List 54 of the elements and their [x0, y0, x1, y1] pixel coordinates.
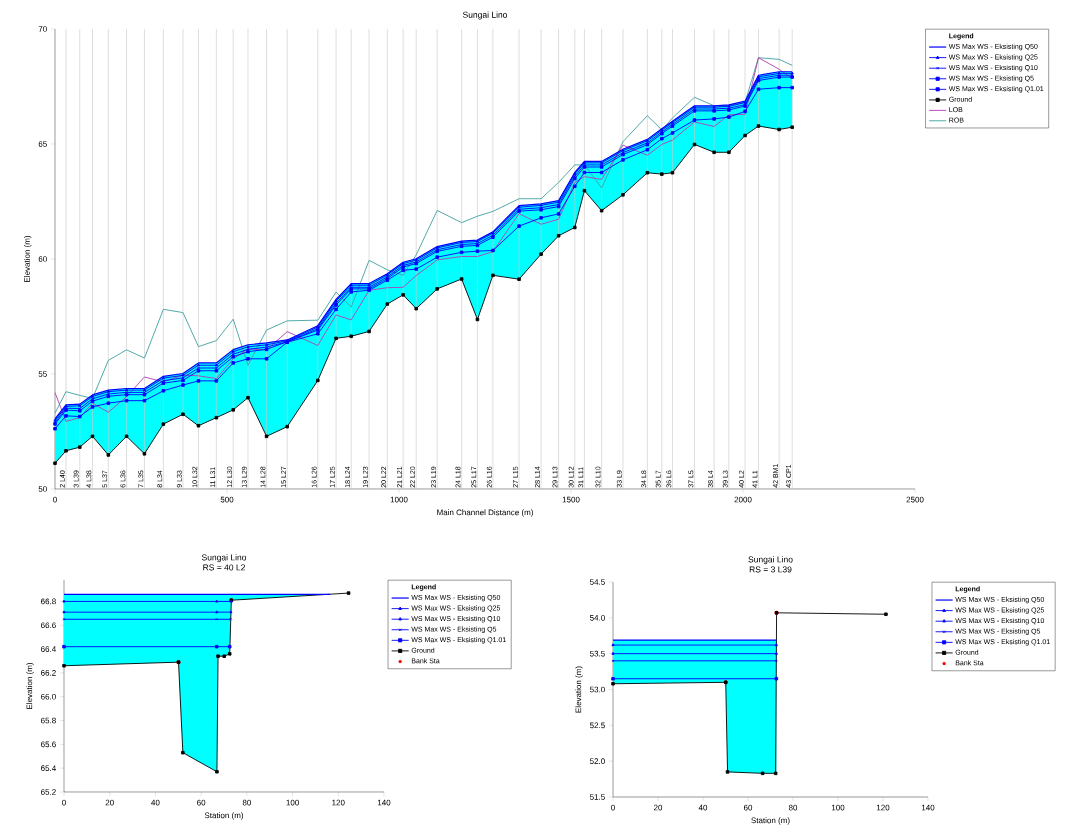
x-tick-label: 0 [62, 799, 66, 806]
x-tick-label: 60 [743, 804, 753, 811]
y-tick-label: 65.6 [41, 741, 56, 748]
y-tick-label: 53.0 [589, 686, 605, 693]
x-tick-label: 120 [876, 804, 890, 811]
x-tick-label: 1500 [562, 496, 580, 503]
y-tick-label: 53.5 [589, 650, 605, 657]
x-tick-label: 0 [611, 804, 615, 811]
x-tick-label: 2500 [906, 496, 924, 503]
chart-subtitle: RS = 40 L2 [203, 564, 245, 571]
x-tick-label: 100 [286, 799, 299, 806]
y-tick-label: 50 [38, 486, 47, 492]
y-tick-label: 66.0 [41, 693, 56, 700]
x-tick-label: 80 [788, 804, 798, 811]
y-tick-label: 65.2 [41, 789, 56, 795]
y-tick-label: 65.8 [41, 717, 56, 724]
y-axis-title: Elevation (m) [23, 235, 32, 282]
y-axis-title: Elevation (m) [26, 662, 34, 709]
chart-subtitle: RS = 3 L39 [749, 566, 792, 573]
y-axis-title: Elevation (m) [575, 666, 583, 713]
x-tick-label: 40 [698, 804, 708, 811]
x-tick-label: 20 [653, 804, 663, 811]
y-tick-label: 51.5 [589, 794, 605, 800]
x-tick-label: 80 [242, 799, 251, 806]
x-tick-label: 60 [197, 799, 206, 806]
x-tick-label: 500 [220, 496, 234, 503]
y-tick-label: 54.0 [589, 614, 605, 621]
y-tick-label: 66.4 [41, 646, 56, 652]
y-tick-label: 52.5 [589, 722, 605, 729]
y-tick-label: 66.8 [41, 598, 56, 605]
y-tick-label: 54.5 [589, 579, 605, 585]
y-tick-label: 66.6 [41, 622, 56, 629]
y-tick-label: 66.2 [41, 670, 56, 676]
y-tick-label: 55 [38, 371, 47, 377]
x-tick-label: 0 [53, 496, 57, 503]
x-tick-label: 140 [377, 799, 391, 806]
x-tick-label: 100 [831, 804, 845, 811]
x-tick-label: 120 [332, 799, 345, 806]
y-tick-label: 65 [38, 141, 47, 147]
x-tick-label: 140 [921, 804, 935, 811]
x-tick-label: 20 [105, 799, 114, 806]
x-axis-title: Main Channel Distance (m) [437, 509, 533, 517]
x-tick-label: 1000 [390, 496, 408, 503]
x-axis-title: Station (m) [751, 817, 790, 825]
chart-title: Sungai Lino [748, 556, 793, 565]
y-tick-label: 65.4 [41, 765, 56, 771]
x-tick-label: 2000 [734, 496, 752, 503]
x-axis-title: Station (m) [204, 812, 244, 820]
y-tick-label: 60 [38, 256, 47, 262]
x-tick-label: 40 [151, 799, 160, 806]
chart-title: Sungai Lino [462, 11, 508, 20]
y-tick-label: 70 [38, 26, 47, 32]
chart-title: Sungai Lino [201, 554, 247, 563]
y-tick-label: 52.0 [589, 758, 605, 764]
